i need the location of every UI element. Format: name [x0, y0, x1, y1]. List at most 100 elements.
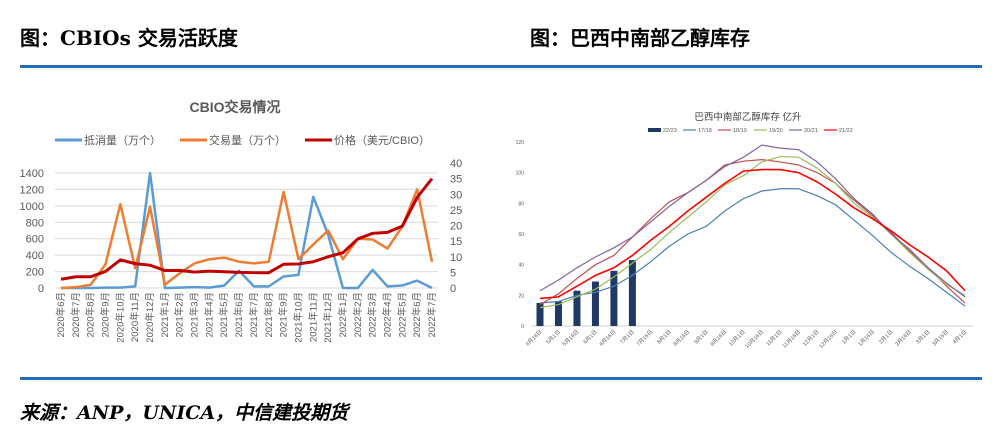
legend-label: 交易量（万个） [209, 133, 286, 147]
series-line [539, 144, 966, 298]
y-tick-label: 20 [518, 293, 524, 299]
x-tick-label: 10月16日 [744, 328, 765, 349]
x-tick-label: 2021年6月 [233, 292, 245, 337]
series-line [539, 188, 966, 307]
legend-label: 价格（美元/CBIO） [334, 133, 430, 147]
bar [536, 303, 544, 326]
chart-title: CBIO交易情况 [190, 99, 281, 115]
y-right-tick-label: 25 [450, 205, 462, 217]
y-tick-label: 120 [516, 140, 525, 146]
x-tick-label: 4月1日 [951, 328, 968, 345]
x-tick-label: 2022年2月 [352, 292, 364, 337]
y-left-tick-label: 800 [26, 217, 44, 229]
top-divider [20, 65, 982, 68]
x-tick-label: 2021年9月 [278, 292, 290, 337]
x-tick-label: 3月1日 [914, 328, 931, 345]
y-tick-label: 80 [518, 201, 524, 207]
bar [573, 290, 581, 326]
right-figure-title: 图：巴西中南部乙醇库存 [530, 26, 750, 50]
series-line [60, 177, 434, 281]
x-tick-label: 2020年9月 [100, 292, 112, 337]
x-tick-label: 8月16日 [672, 328, 691, 347]
y-left-tick-label: 400 [26, 250, 44, 262]
bar [554, 301, 562, 326]
x-tick-label: 12月16日 [818, 328, 839, 349]
y-tick-label: 60 [518, 232, 524, 238]
x-tick-label: 2月1日 [877, 328, 894, 345]
x-tick-label: 2022年3月 [367, 292, 379, 337]
x-tick-label: 2021年3月 [189, 292, 201, 337]
x-tick-label: 1月16日 [857, 328, 876, 347]
x-tick-label: 2021年7月 [248, 292, 260, 337]
legend-label: 抵消量（万个） [84, 133, 161, 147]
x-tick-label: 2021年12月 [322, 292, 334, 343]
series-line [539, 155, 966, 309]
x-tick-label: 2月16日 [894, 328, 913, 347]
x-tick-label: 2021年4月 [203, 292, 215, 337]
y-right-tick-label: 40 [450, 158, 462, 170]
x-tick-label: 2021年11月 [307, 292, 319, 342]
x-tick-label: 11月16日 [781, 328, 802, 349]
x-tick-label: 2022年5月 [396, 292, 408, 337]
y-left-tick-label: 600 [26, 234, 44, 246]
y-right-tick-label: 30 [450, 189, 462, 201]
y-right-tick-label: 5 [450, 267, 456, 279]
x-tick-label: 2021年8月 [263, 292, 275, 337]
x-tick-label: 7月16日 [635, 328, 654, 347]
x-tick-label: 2020年6月 [55, 292, 67, 337]
y-right-tick-label: 10 [450, 252, 462, 264]
series-line [60, 188, 434, 290]
legend-swatch [648, 128, 661, 132]
x-tick-label: 4月16日 [524, 328, 543, 347]
x-tick-label: 2020年12月 [144, 292, 156, 343]
y-tick-label: 0 [521, 324, 524, 330]
series-line [539, 168, 966, 300]
x-tick-label: 10月1日 [727, 328, 746, 347]
legend-label: 21/22 [839, 128, 853, 134]
series-line [61, 171, 433, 290]
legend-label: 19/20 [769, 128, 783, 134]
x-tick-label: 5月1日 [545, 328, 562, 345]
legend-label: 18/19 [733, 128, 747, 134]
x-tick-label: 2021年10月 [292, 292, 304, 343]
x-tick-label: 2020年8月 [85, 292, 97, 337]
x-tick-label: 6月1日 [582, 328, 599, 345]
bottom-divider [20, 377, 982, 380]
x-tick-label: 2021年2月 [174, 292, 186, 337]
x-tick-label: 9月1日 [693, 328, 710, 345]
x-tick-label: 11月1日 [765, 328, 784, 347]
series-line [539, 159, 966, 306]
bar [628, 260, 636, 326]
x-tick-label: 7月1日 [619, 328, 636, 345]
x-tick-label: 2021年1月 [159, 292, 171, 337]
legend-label: 17/18 [698, 128, 712, 134]
x-tick-label: 2020年11月 [129, 292, 141, 342]
y-right-tick-label: 35 [450, 174, 462, 186]
x-tick-label: 2022年4月 [381, 292, 393, 337]
x-tick-label: 8月1日 [656, 328, 673, 345]
y-left-tick-label: 1200 [20, 184, 44, 196]
y-right-tick-label: 20 [450, 221, 462, 233]
y-right-tick-label: 0 [450, 283, 456, 295]
y-tick-label: 40 [518, 263, 524, 269]
bar [610, 270, 618, 326]
source-note: 来源：ANP，UNICA，中信建投期货 [20, 402, 349, 424]
y-tick-label: 100 [516, 171, 525, 177]
bar [591, 281, 599, 326]
x-tick-label: 3月16日 [931, 328, 950, 347]
legend-label: 22/23 [663, 128, 677, 134]
x-tick-label: 9月16日 [709, 328, 728, 347]
x-tick-label: 5月16日 [561, 328, 580, 347]
x-tick-label: 2022年1月 [337, 292, 349, 337]
y-left-tick-label: 1000 [20, 201, 44, 213]
y-left-tick-label: 0 [38, 283, 44, 295]
x-tick-label: 6月16日 [598, 328, 617, 347]
chart-title: 巴西中南部乙醇库存 亿升 [694, 111, 802, 123]
y-right-tick-label: 15 [450, 236, 462, 248]
legend-label: 20/21 [804, 128, 818, 134]
x-tick-label: 2020年10月 [114, 292, 126, 343]
x-tick-label: 12月1日 [801, 328, 820, 347]
left-figure-title: 图：CBIOs 交易活跃度 [20, 26, 238, 50]
